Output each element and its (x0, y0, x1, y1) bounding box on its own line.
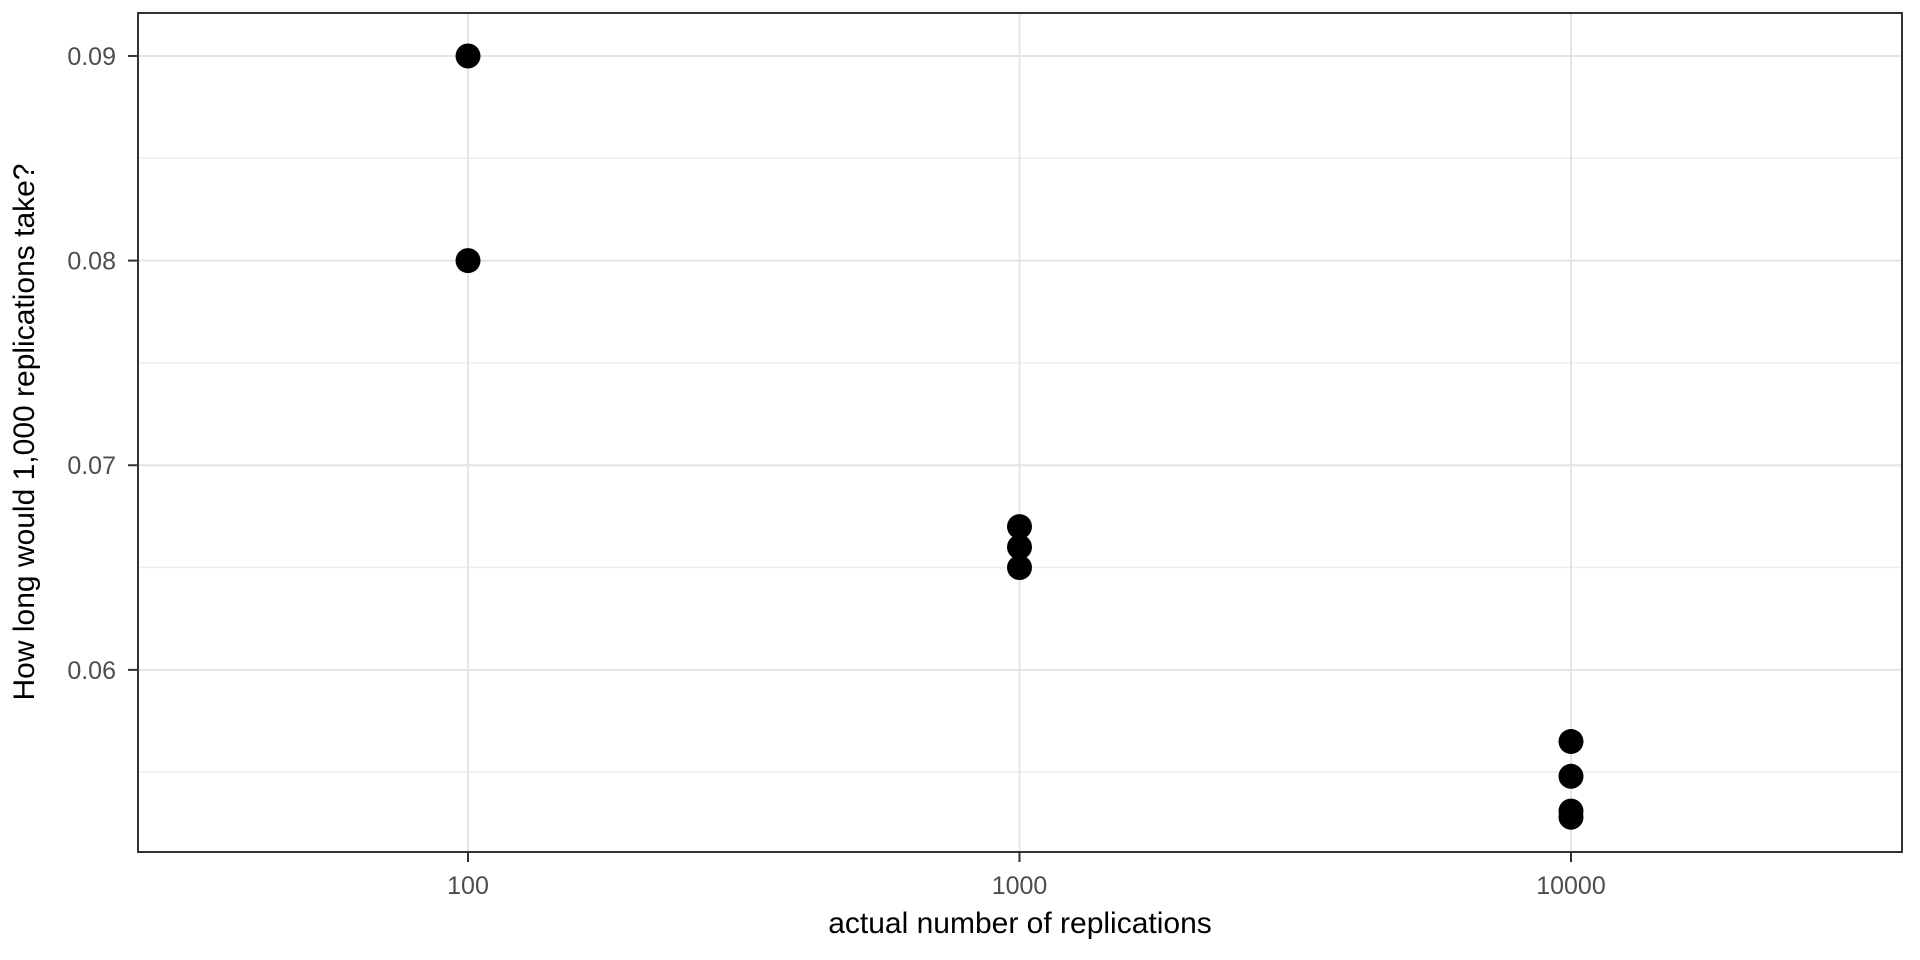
y-tick-label: 0.06 (67, 657, 116, 685)
x-tick-label: 1000 (992, 872, 1048, 900)
data-point (1007, 514, 1033, 540)
y-tick-label: 0.07 (67, 452, 116, 480)
data-point (1007, 534, 1033, 560)
data-point (1007, 555, 1033, 581)
gridlines (138, 13, 1902, 852)
data-point (455, 248, 481, 274)
x-axis-title: actual number of replications (828, 907, 1212, 940)
y-tick-label: 0.09 (67, 43, 116, 71)
data-point (1558, 728, 1584, 754)
axes: 0.06 0.07 0.08 0.09 100 1000 10000 (67, 43, 1605, 900)
x-tick-label: 100 (447, 872, 489, 900)
y-tick-label: 0.08 (67, 248, 116, 276)
data-points (455, 43, 1584, 830)
data-point (1558, 763, 1584, 789)
y-axis-title: How long would 1,000 replications take? (8, 164, 41, 701)
data-point (455, 43, 481, 69)
data-point (1558, 804, 1584, 830)
x-tick-label: 10000 (1536, 872, 1606, 900)
